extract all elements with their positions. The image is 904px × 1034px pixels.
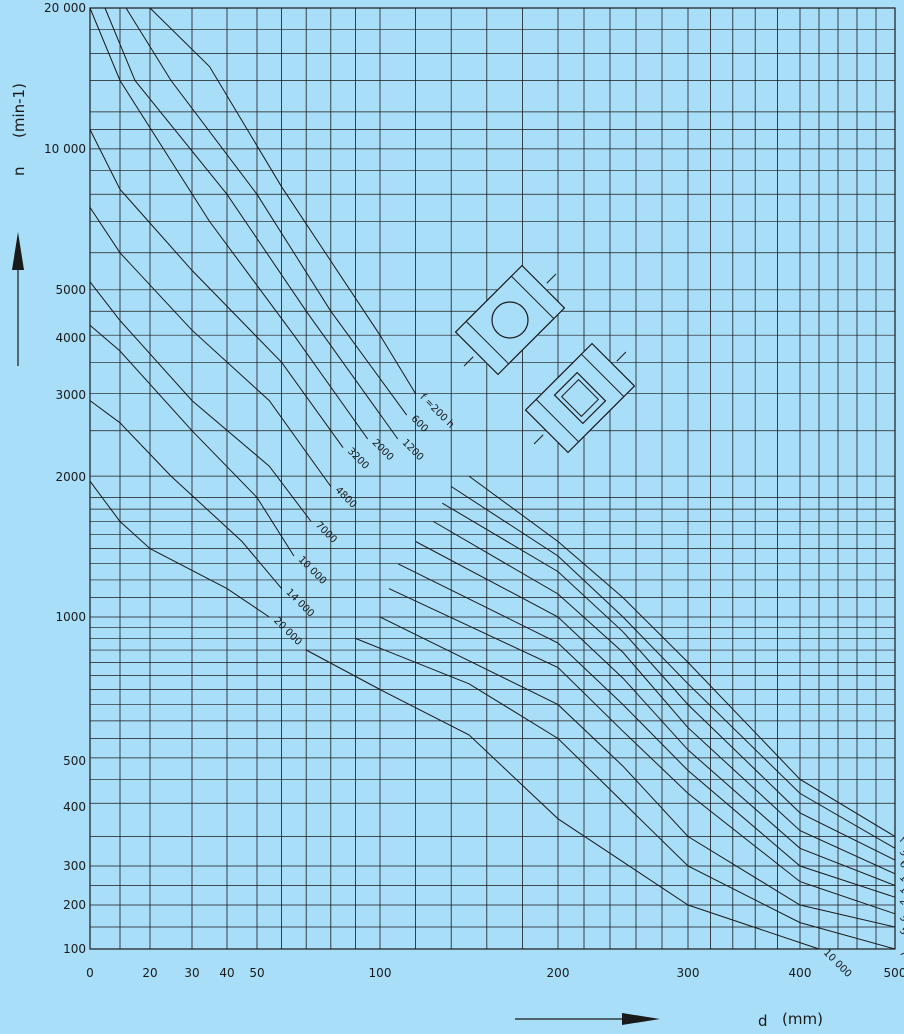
y-tick-label: 400 xyxy=(63,800,86,814)
x-axis-label: d xyxy=(758,1012,768,1030)
x-tick-label: 20 xyxy=(142,966,157,980)
y-tick-label: 20 000 xyxy=(44,1,86,15)
y-tick-label: 500 xyxy=(63,754,86,768)
chart-tick-labels: 0 20 30 40 50 100 200 300 400 500 20 000 10 000 5000… xyxy=(44,1,904,980)
y-axis-arrowhead-icon xyxy=(12,232,24,270)
left-series-line-1 xyxy=(125,7,408,416)
left-series-line-2 xyxy=(104,7,399,440)
right-series-line-7 xyxy=(379,616,896,928)
chart-grid xyxy=(89,7,896,950)
left-series-label-2: 1200 xyxy=(400,437,426,463)
right-series-line-4 xyxy=(415,541,896,886)
y-axis-unit: (min-1) xyxy=(10,83,28,138)
left-series-line-8 xyxy=(89,400,282,589)
x-axis-arrowhead-icon xyxy=(622,1013,660,1025)
left-series-line-6 xyxy=(89,281,312,522)
bearing-diagram xyxy=(454,264,636,454)
right-series-line-9 xyxy=(305,649,820,950)
right-series-line-1 xyxy=(450,486,896,849)
x-tick-label: 500 xyxy=(884,966,904,980)
left-series-line-3 xyxy=(89,7,369,440)
x-tick-label: 300 xyxy=(677,966,700,980)
right-series-line-5 xyxy=(397,563,896,898)
y-tick-label: 5000 xyxy=(55,283,86,297)
left-series-label-1: 600 xyxy=(409,413,430,434)
ball-bearing-icon xyxy=(454,264,566,376)
right-series-line-6 xyxy=(388,588,896,915)
x-tick-label: 100 xyxy=(369,966,392,980)
left-series-line-4 xyxy=(89,129,344,448)
x-tick-label: 200 xyxy=(547,966,570,980)
y-tick-label: 200 xyxy=(63,898,86,912)
left-series-label-6: 7000 xyxy=(313,520,339,546)
left-series-line-7 xyxy=(89,324,295,557)
left-series-label-3: 2000 xyxy=(370,437,396,463)
y-tick-label: 100 xyxy=(63,942,86,956)
x-axis-unit: (mm) xyxy=(782,1010,823,1028)
left-series-label-4: 3200 xyxy=(345,446,371,472)
left-series-line-9 xyxy=(89,480,270,618)
x-tick-label: 50 xyxy=(249,966,264,980)
right-series-label-9: 10 000 xyxy=(821,947,854,980)
y-tick-label: 10 000 xyxy=(44,142,86,156)
left-series-line-0 xyxy=(149,7,417,394)
y-tick-label: 3000 xyxy=(55,388,86,402)
x-tick-label: 40 xyxy=(219,966,234,980)
left-series-label-9: 20 000 xyxy=(271,615,304,648)
roller-bearing-icon xyxy=(524,342,636,454)
y-axis-title: n (min-1) xyxy=(10,83,28,366)
y-tick-label: 4000 xyxy=(55,331,86,345)
x-tick-label: 0 xyxy=(86,966,94,980)
y-tick-label: 1000 xyxy=(55,610,86,624)
right-series-label-1: 300 xyxy=(897,847,904,868)
left-series-line-5 xyxy=(89,207,332,487)
x-tick-label: 400 xyxy=(789,966,812,980)
right-series-line-0 xyxy=(468,475,896,837)
x-tick-label: 30 xyxy=(184,966,199,980)
right-series-label-2: 600 xyxy=(897,858,904,879)
right-series-label-7: 5000 xyxy=(897,925,904,951)
y-tick-label: 2000 xyxy=(55,470,86,484)
left-series-label-7: 10 000 xyxy=(296,554,329,587)
y-axis-label: n xyxy=(10,166,28,176)
right-series-line-2 xyxy=(442,502,896,861)
right-series-line-3 xyxy=(433,521,896,875)
right-series-line-8 xyxy=(355,637,896,950)
left-series-label-8: 14 000 xyxy=(283,587,316,620)
x-axis-title: d (mm) xyxy=(515,1010,823,1030)
y-tick-label: 300 xyxy=(63,859,86,873)
